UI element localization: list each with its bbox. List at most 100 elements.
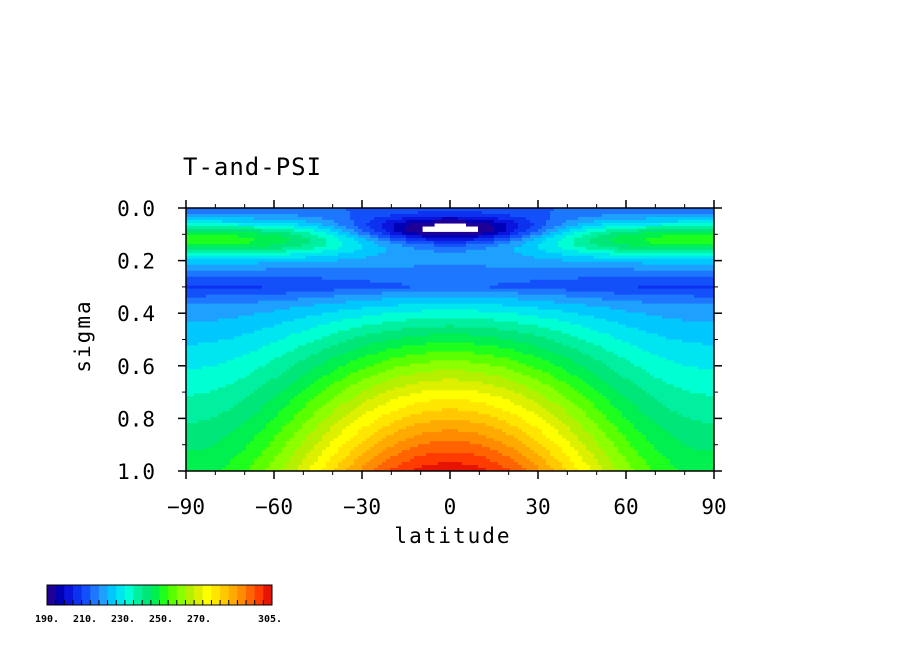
field-cell xyxy=(482,303,487,308)
field-cell xyxy=(578,252,583,257)
field-cell xyxy=(614,264,619,269)
field-cell xyxy=(202,312,207,317)
field-cell xyxy=(454,219,459,224)
field-cell xyxy=(566,270,571,275)
field-cell xyxy=(194,270,199,275)
field-cell xyxy=(218,285,223,290)
field-cell xyxy=(506,285,511,290)
field-cell xyxy=(330,285,335,290)
field-cell xyxy=(202,258,207,263)
field-cell xyxy=(206,225,211,230)
field-cell xyxy=(514,243,519,248)
field-cell xyxy=(638,312,643,317)
field-cell xyxy=(454,306,459,311)
field-cell xyxy=(454,237,459,242)
field-cell xyxy=(510,234,515,239)
field-cell xyxy=(278,234,283,239)
field-cell xyxy=(578,297,583,302)
field-cell xyxy=(330,243,335,248)
field-cell xyxy=(218,282,223,287)
field-cell xyxy=(210,213,215,218)
field-cell xyxy=(422,213,427,218)
field-cell xyxy=(214,285,219,290)
field-cell xyxy=(518,273,523,278)
field-cell xyxy=(594,216,599,221)
field-cell xyxy=(246,321,251,326)
field-cell xyxy=(438,246,443,251)
field-cell xyxy=(450,208,455,212)
field-cell xyxy=(318,315,323,320)
field-cell xyxy=(470,318,475,323)
field-cell xyxy=(242,255,247,260)
field-cell xyxy=(462,249,467,254)
field-cell xyxy=(590,255,595,260)
field-cell xyxy=(690,258,695,263)
field-cell xyxy=(630,285,635,290)
field-cell xyxy=(546,297,551,302)
field-cell xyxy=(670,208,675,212)
field-cell xyxy=(562,243,567,248)
field-cell xyxy=(358,243,363,248)
field-cell xyxy=(562,300,567,305)
field-cell xyxy=(414,237,419,242)
field-cell xyxy=(342,309,347,314)
field-cell xyxy=(650,261,655,266)
field-cell xyxy=(482,285,487,290)
field-cell xyxy=(458,285,463,290)
field-cell xyxy=(494,213,499,218)
field-cell xyxy=(530,252,535,257)
field-cell xyxy=(478,228,483,233)
field-cell xyxy=(590,243,595,248)
field-cell xyxy=(242,300,247,305)
field-cell xyxy=(574,258,579,263)
field-cell xyxy=(370,291,375,296)
field-cell xyxy=(666,294,671,299)
field-cell xyxy=(538,282,543,287)
field-cell xyxy=(430,216,435,221)
field-cell xyxy=(422,222,427,227)
field-cell xyxy=(222,312,227,317)
field-cell xyxy=(246,318,251,323)
field-cell xyxy=(570,213,575,218)
field-cell xyxy=(642,208,647,212)
field-cell xyxy=(662,261,667,266)
field-cell xyxy=(450,261,455,266)
field-cell xyxy=(282,216,287,221)
field-cell xyxy=(326,228,331,233)
field-cell xyxy=(554,267,559,272)
field-cell xyxy=(466,291,471,296)
field-cell xyxy=(314,210,319,215)
field-cell xyxy=(578,291,583,296)
field-cell xyxy=(274,297,279,302)
field-cell xyxy=(538,249,543,254)
field-cell xyxy=(262,228,267,233)
field-cell xyxy=(274,261,279,266)
field-cell xyxy=(646,237,651,242)
field-cell xyxy=(454,279,459,284)
field-cell xyxy=(326,234,331,239)
field-cell xyxy=(474,312,479,317)
field-cell xyxy=(250,279,255,284)
field-cell xyxy=(270,300,275,305)
field-cell xyxy=(310,213,315,218)
field-cell xyxy=(502,246,507,251)
field-cell xyxy=(506,210,511,215)
field-cell xyxy=(282,255,287,260)
field-cell xyxy=(406,276,411,281)
field-cell xyxy=(250,285,255,290)
field-cell xyxy=(342,261,347,266)
field-cell xyxy=(210,315,215,320)
field-cell xyxy=(294,318,299,323)
field-cell xyxy=(466,315,471,320)
field-cell xyxy=(382,246,387,251)
field-cell xyxy=(502,252,507,257)
field-cell xyxy=(542,237,547,242)
field-cell xyxy=(378,288,383,293)
field-cell xyxy=(690,279,695,284)
field-cell xyxy=(590,288,595,293)
field-cell xyxy=(398,264,403,269)
field-cell xyxy=(454,297,459,302)
field-cell xyxy=(706,243,711,248)
field-cell xyxy=(270,228,275,233)
field-cell xyxy=(682,303,687,308)
